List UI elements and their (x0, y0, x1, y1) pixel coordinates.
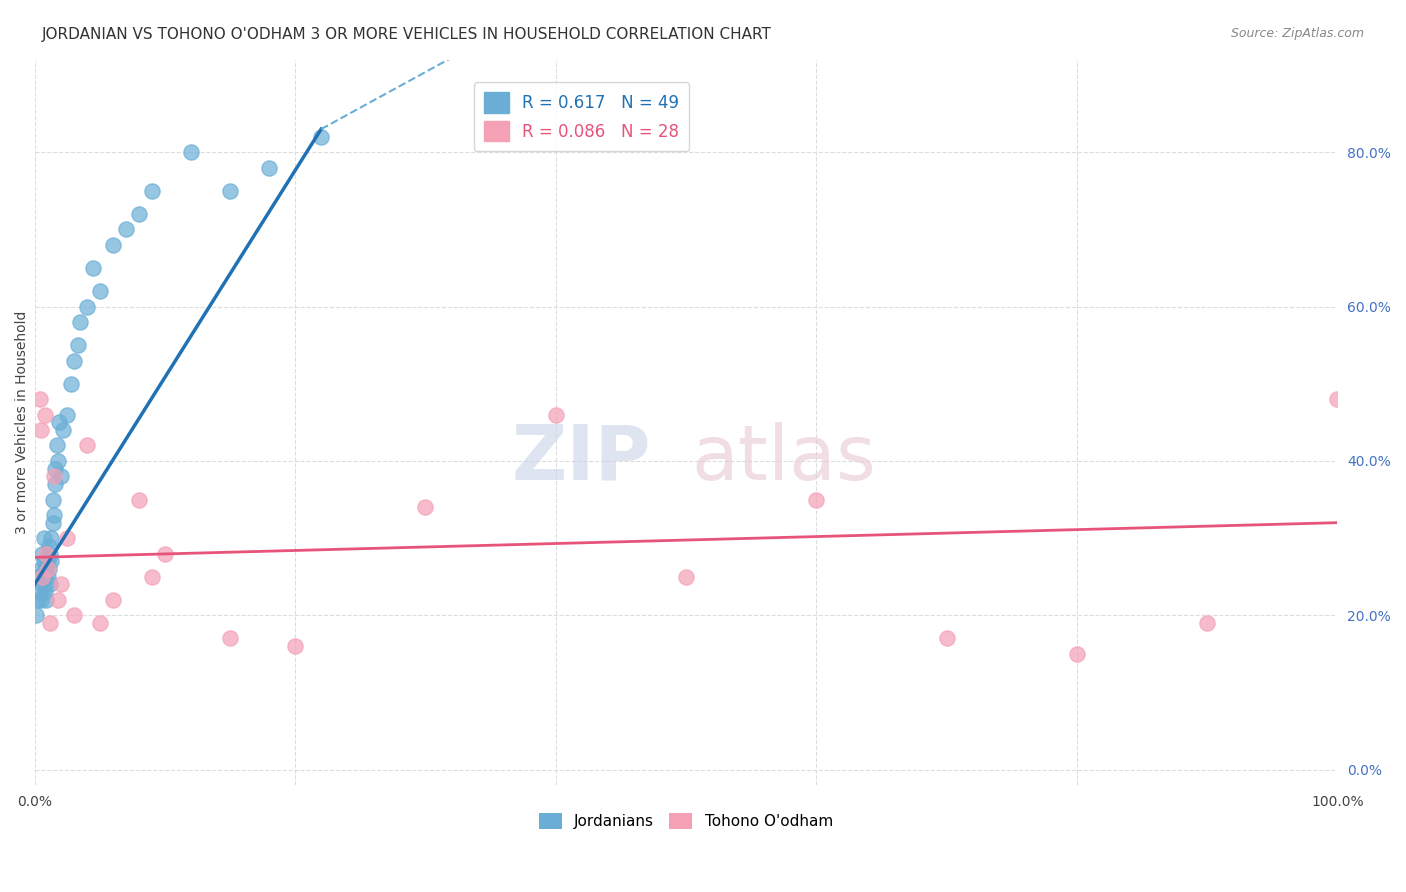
Point (675, 570, 697, 584)
Point (46, 454, 69, 468)
Point (34, 408, 56, 422)
Point (34, 562, 56, 576)
Point (41, 554, 63, 568)
Point (39, 547, 62, 561)
Point (60, 376, 83, 391)
Point (42, 492, 65, 507)
Point (39, 615, 62, 630)
Point (544, 408, 567, 422)
Text: JORDANIAN VS TOHONO O'ODHAM 3 OR MORE VEHICLES IN HOUSEHOLD CORRELATION CHART: JORDANIAN VS TOHONO O'ODHAM 3 OR MORE VE… (42, 27, 772, 42)
Point (30, 592, 52, 607)
Point (42, 508, 65, 522)
Point (66, 338, 89, 352)
Point (180, 145, 202, 160)
Point (28, 585, 51, 599)
Point (1197, 615, 1219, 630)
Point (30, 423, 52, 437)
Point (31, 570, 53, 584)
Point (219, 632, 242, 646)
Point (42, 469, 65, 483)
Point (284, 639, 307, 653)
Point (935, 632, 957, 646)
Point (35, 577, 58, 591)
Point (415, 500, 437, 515)
Point (62, 353, 84, 368)
Point (45, 438, 67, 452)
Point (25, 608, 48, 623)
Point (257, 161, 280, 175)
Point (32, 554, 55, 568)
Point (30, 562, 52, 576)
Point (48, 415, 70, 429)
Point (37, 570, 59, 584)
Point (49, 577, 72, 591)
Point (62, 608, 84, 623)
Point (44, 477, 66, 491)
Point (69, 315, 91, 329)
Point (46, 592, 69, 607)
Point (52, 423, 75, 437)
Point (141, 184, 163, 198)
Point (82, 260, 104, 275)
Point (25, 592, 48, 607)
Point (35, 547, 58, 561)
Point (32, 570, 55, 584)
Point (38, 562, 60, 576)
Point (35, 592, 58, 607)
Text: ZIP: ZIP (512, 422, 651, 496)
Point (38, 539, 60, 553)
Point (56, 531, 79, 545)
Point (309, 129, 332, 144)
Point (39, 577, 62, 591)
Point (1066, 647, 1088, 661)
Point (56, 408, 79, 422)
Point (1326, 392, 1348, 407)
Point (806, 492, 828, 507)
Legend: Jordanians, Tohono O'odham: Jordanians, Tohono O'odham (533, 807, 839, 836)
Point (114, 222, 136, 236)
Point (141, 570, 163, 584)
Text: Source: ZipAtlas.com: Source: ZipAtlas.com (1230, 27, 1364, 40)
Point (76, 300, 98, 314)
Point (44, 461, 66, 475)
Point (101, 237, 124, 252)
Point (42, 516, 65, 530)
Point (89, 615, 111, 630)
Point (41, 531, 63, 545)
Point (31, 577, 53, 591)
Point (37, 562, 59, 576)
Point (49, 469, 72, 483)
Point (153, 547, 176, 561)
Point (37, 554, 59, 568)
Point (89, 284, 111, 298)
Point (128, 207, 150, 221)
Point (101, 592, 124, 607)
Point (34, 585, 56, 599)
Point (219, 184, 242, 198)
Y-axis label: 3 or more Vehicles in Household: 3 or more Vehicles in Household (15, 310, 30, 534)
Point (28, 392, 51, 407)
Point (76, 438, 98, 452)
Point (128, 492, 150, 507)
Point (27, 570, 49, 584)
Point (31, 547, 53, 561)
Point (32, 531, 55, 545)
Text: atlas: atlas (692, 422, 876, 496)
